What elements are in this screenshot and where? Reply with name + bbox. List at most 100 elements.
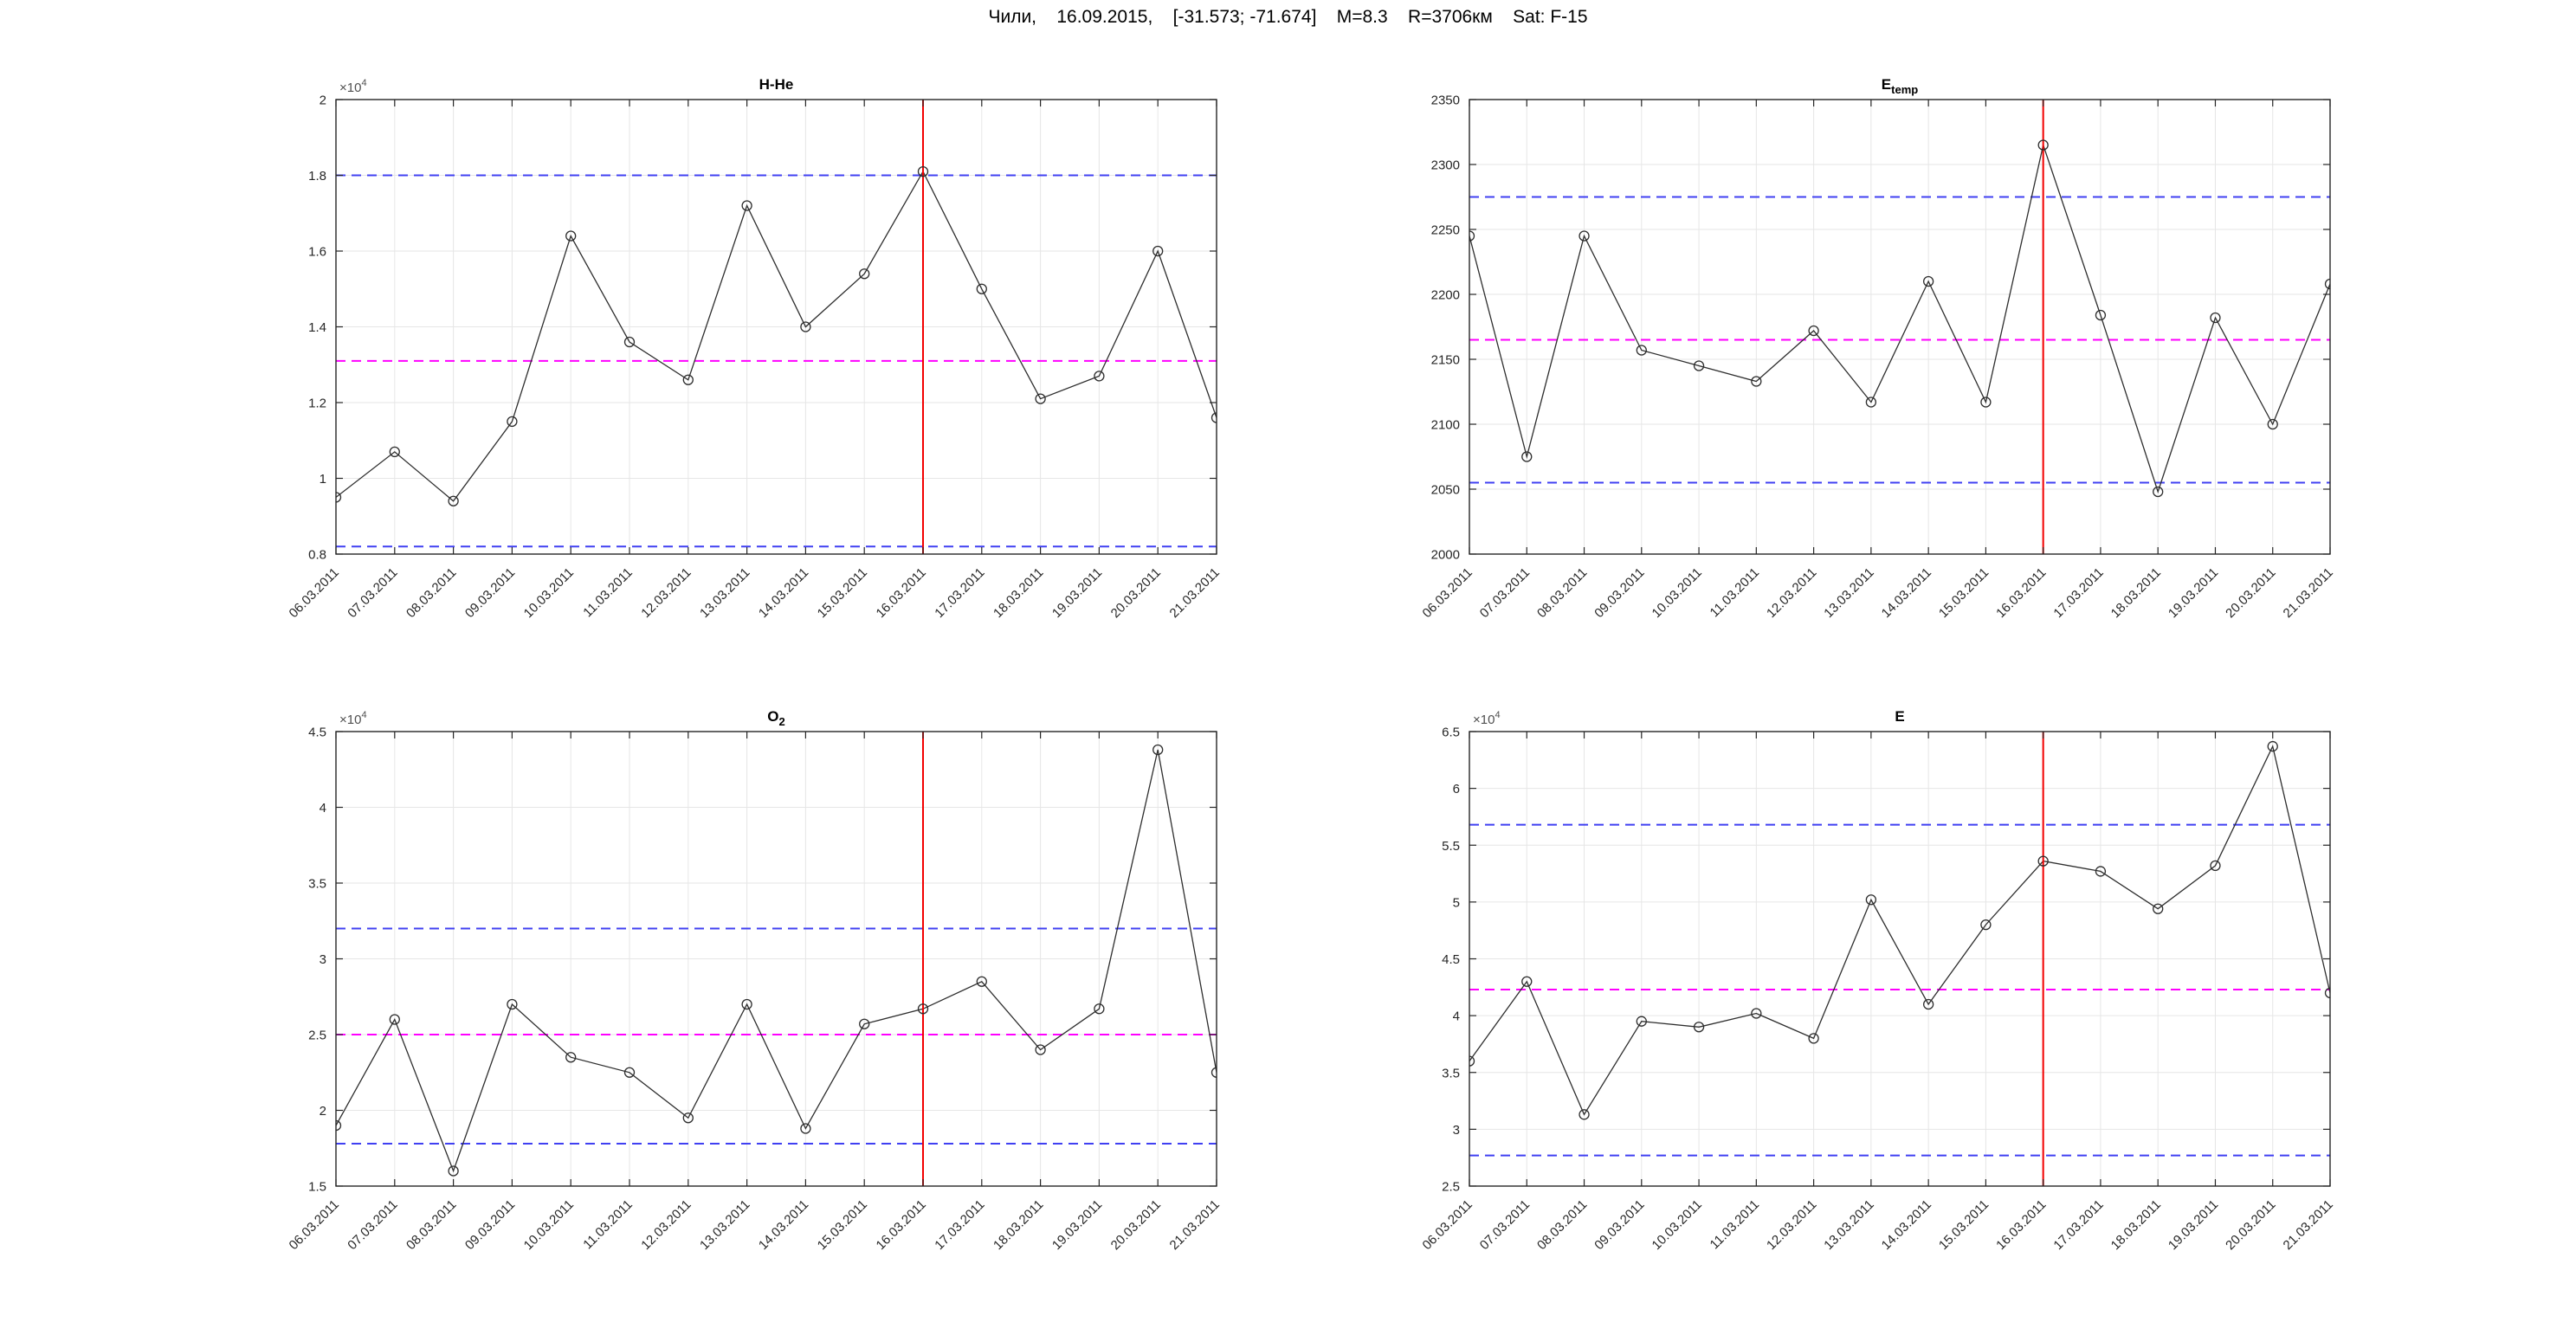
y-tick-label: 2100 <box>1431 418 1460 433</box>
x-tick-label: 09.03.2011 <box>462 1197 518 1253</box>
data-point-marker <box>682 1112 694 1124</box>
x-tick-label: 12.03.2011 <box>638 565 694 621</box>
data-point-marker <box>1922 275 1934 287</box>
y-tick-label: 0.8 <box>308 548 326 563</box>
data-point-marker <box>2037 139 2049 151</box>
data-point-marker <box>682 374 694 385</box>
x-tick-label: 07.03.2011 <box>1477 565 1533 621</box>
y-tick-label: 4.5 <box>1442 952 1460 967</box>
x-tick-label: 11.03.2011 <box>580 565 636 621</box>
y-tick-label: 2 <box>320 1104 326 1119</box>
data-point-marker <box>1035 393 1046 404</box>
y-tick-label: 2.5 <box>1442 1180 1460 1195</box>
marker-group <box>1469 139 2330 498</box>
data-point-marker <box>565 230 577 242</box>
y-tick-label: 4 <box>320 801 326 816</box>
x-tick-label: 13.03.2011 <box>1821 1197 1876 1253</box>
x-tick-label: 15.03.2011 <box>815 565 870 621</box>
y-tick-label: 2 <box>320 94 326 108</box>
chart-title: O2 <box>767 708 784 728</box>
y-tick-label: 1.2 <box>308 397 326 411</box>
data-point-marker <box>741 200 752 211</box>
data-point-marker <box>1469 1055 1475 1067</box>
data-point-marker <box>389 1014 400 1025</box>
data-point-marker <box>800 1123 811 1134</box>
y-tick-label: 6 <box>1453 782 1460 796</box>
y-tick-label: 2300 <box>1431 158 1460 173</box>
x-tick-label: 14.03.2011 <box>1879 1197 1934 1253</box>
data-point-marker <box>1751 1008 1762 1019</box>
y-tick-label: 2050 <box>1431 483 1460 498</box>
data-point-marker <box>859 268 870 280</box>
x-tick-label: 10.03.2011 <box>1650 565 1705 621</box>
x-tick-label: 08.03.2011 <box>1534 565 1590 621</box>
y-tick-label: 3.5 <box>308 877 326 892</box>
data-point-marker <box>336 492 342 503</box>
x-tick-label: 18.03.2011 <box>2108 1197 2164 1253</box>
y-tick-label: 1.8 <box>308 169 326 184</box>
x-tick-label: 12.03.2011 <box>638 1197 694 1253</box>
data-point-marker <box>1808 325 1819 337</box>
y-tick-label: 3 <box>1453 1123 1460 1138</box>
data-point-marker <box>2153 903 2164 914</box>
data-point-marker <box>1693 360 1705 371</box>
x-tick-label: 14.03.2011 <box>756 565 811 621</box>
data-point-marker <box>2037 855 2049 867</box>
data-point-marker <box>565 1052 577 1063</box>
y-tick-label: 1.4 <box>308 320 326 335</box>
series-line <box>336 749 1217 1173</box>
y-tick-label: 1.5 <box>308 1180 326 1195</box>
data-point-marker <box>1469 230 1475 242</box>
marker-group <box>1469 740 2330 1120</box>
x-tick-label: 20.03.2011 <box>1108 1197 1164 1253</box>
chart-title: H-He <box>759 76 794 93</box>
x-tick-label: 14.03.2011 <box>756 1197 811 1253</box>
x-tick-label: 06.03.2011 <box>287 1197 342 1253</box>
x-tick-label: 07.03.2011 <box>345 565 400 621</box>
x-tick-label: 11.03.2011 <box>580 1197 636 1253</box>
data-point-marker <box>1579 230 1590 242</box>
y-tick-label: 2150 <box>1431 353 1460 368</box>
x-tick-label: 20.03.2011 <box>1108 565 1164 621</box>
x-tick-label: 17.03.2011 <box>2050 1197 2106 1253</box>
figure-title: Чили, 16.09.2015, [-31.573; -71.674] M=8… <box>988 7 1588 27</box>
data-point-marker <box>1094 1003 1105 1015</box>
data-point-marker <box>1521 451 1533 462</box>
chart-o2: 1.5 2 2.5 3 3.5 4 4.5 06.03.2011 07.03.2011 08.03… <box>287 708 1223 1253</box>
y-tick-label: 1.6 <box>308 245 326 260</box>
data-point-marker <box>2267 418 2278 430</box>
data-point-marker <box>1636 345 1647 356</box>
data-point-marker <box>1152 245 1164 257</box>
data-point-marker <box>1693 1022 1705 1033</box>
x-tick-label: 06.03.2011 <box>1420 1197 1475 1253</box>
data-point-marker <box>623 1067 636 1078</box>
chart-title: Etemp <box>1882 76 1918 96</box>
data-point-marker <box>507 416 518 428</box>
y-tick-label: 4.5 <box>308 726 326 740</box>
x-tick-label: 14.03.2011 <box>1879 565 1934 621</box>
x-tick-label: 12.03.2011 <box>1764 565 1819 621</box>
x-tick-label: 19.03.2011 <box>1049 1197 1105 1253</box>
data-point-marker <box>2210 860 2221 872</box>
y-tick-label: 3.5 <box>1442 1066 1460 1080</box>
x-tick-label: 21.03.2011 <box>2281 1197 2336 1253</box>
x-tick-label: 10.03.2011 <box>1650 1197 1705 1253</box>
x-tick-label: 09.03.2011 <box>1591 565 1647 621</box>
data-point-marker <box>2095 866 2107 877</box>
data-point-marker <box>1751 376 1762 387</box>
data-point-marker <box>1865 894 1877 906</box>
y-tick-label: 2250 <box>1431 223 1460 238</box>
x-tick-label: 20.03.2011 <box>2223 1197 2278 1253</box>
x-tick-label: 15.03.2011 <box>1936 565 1992 621</box>
y-tick-label: 6.5 <box>1442 726 1460 740</box>
x-tick-label: 16.03.2011 <box>1993 1197 2049 1253</box>
y-tick-label: 2200 <box>1431 288 1460 303</box>
series-line <box>1469 143 2330 494</box>
data-point-marker <box>1035 1044 1046 1055</box>
x-tick-label: 09.03.2011 <box>462 565 518 621</box>
data-point-marker <box>336 1119 342 1132</box>
data-point-marker <box>800 321 811 332</box>
axes-box <box>1469 99 2331 555</box>
x-tick-label: 17.03.2011 <box>2050 565 2106 621</box>
